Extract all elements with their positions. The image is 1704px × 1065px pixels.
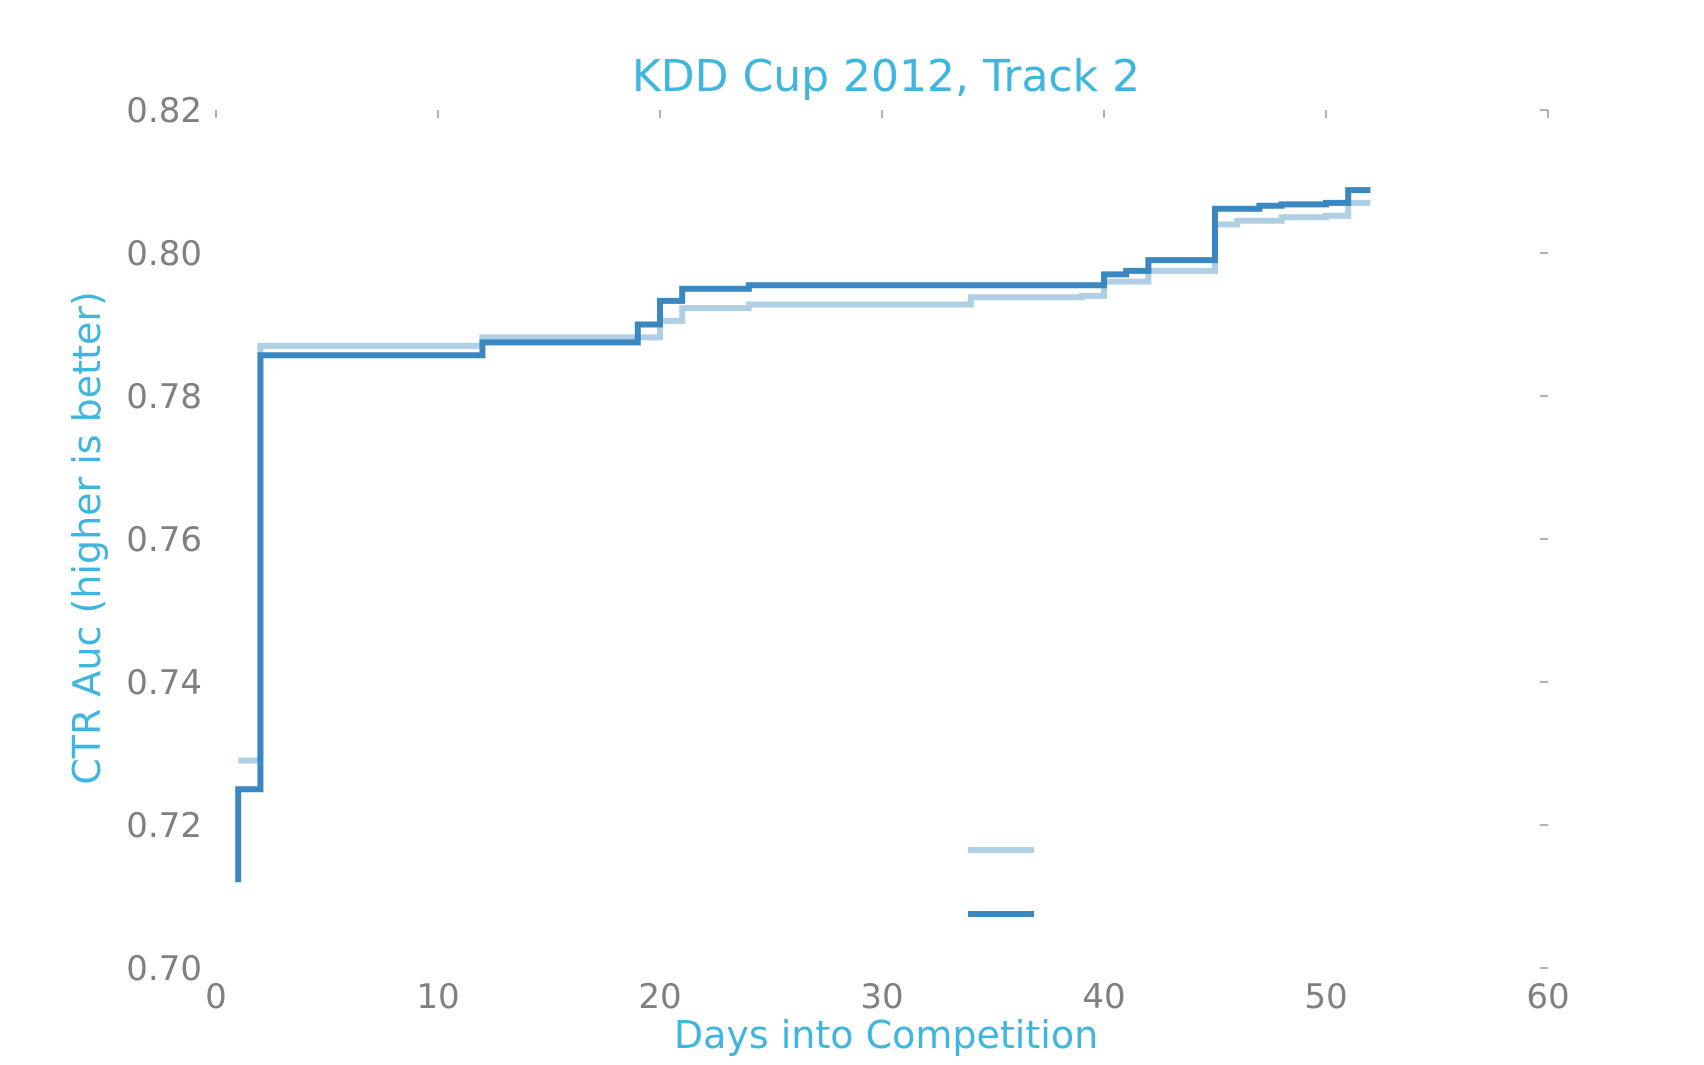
y-tick-label: 0.82 bbox=[126, 91, 202, 131]
x-tick-label: 50 bbox=[1304, 977, 1347, 1017]
axes: 0 10 20 30 40 50 60 0.70 0.72 0.74 0.76 0.78 0.80 0.8… bbox=[126, 91, 1569, 1017]
x-tick-label: 20 bbox=[638, 977, 681, 1017]
x-tick-label: 60 bbox=[1526, 977, 1569, 1017]
chart-title: KDD Cup 2012, Track 2 bbox=[632, 51, 1140, 102]
legend bbox=[968, 847, 1034, 917]
y-tick-label: 0.78 bbox=[126, 377, 202, 417]
y-tick-label: 0.74 bbox=[126, 663, 202, 703]
y-axis-label: CTR Auc (higher is better) bbox=[65, 291, 109, 785]
x-tick-label: 40 bbox=[1082, 977, 1125, 1017]
x-tick-label: 0 bbox=[205, 977, 227, 1017]
y-tick-label: 0.76 bbox=[126, 520, 202, 560]
y-tick-label: 0.80 bbox=[126, 234, 202, 274]
y-tick-label: 0.70 bbox=[126, 949, 202, 989]
y-tick-label: 0.72 bbox=[126, 806, 202, 846]
series-lines bbox=[235, 187, 1371, 883]
x-tick-label: 10 bbox=[416, 977, 459, 1017]
series-line-2 bbox=[235, 187, 1371, 883]
x-tick-label: 30 bbox=[860, 977, 903, 1017]
x-axis-label: Days into Competition bbox=[674, 1013, 1098, 1057]
